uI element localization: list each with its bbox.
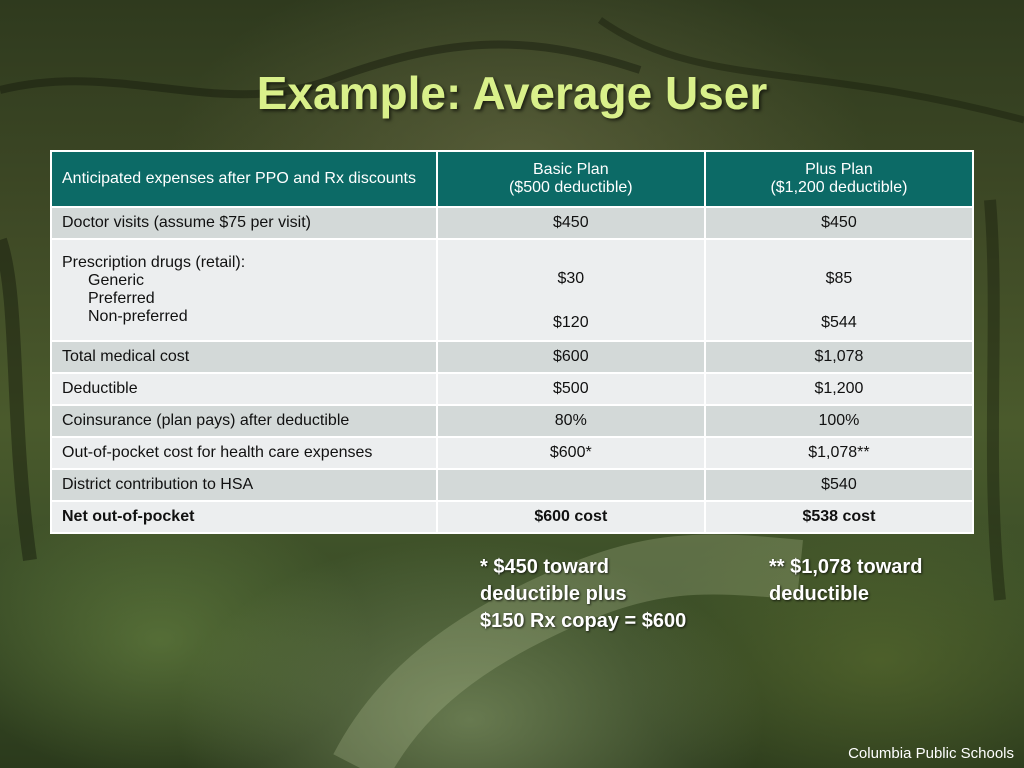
basic-value: 80% (435, 404, 706, 438)
rx-generic-label: Generic (88, 272, 145, 289)
table-row: District contribution to HSA $540 (50, 468, 975, 502)
basic-value: $500 (435, 372, 706, 406)
row-label: District contribution to HSA (50, 468, 438, 502)
basic-value: $600 cost (435, 500, 706, 534)
row-label: Net out-of-pocket (50, 500, 438, 534)
row-label: Total medical cost (50, 340, 438, 374)
footnote-line: deductible plus (480, 583, 627, 605)
rx-plus-preferred (716, 290, 962, 312)
rx-plus-nonpreferred: $544 (821, 314, 857, 331)
plus-value: $1,200 (703, 372, 975, 406)
rx-basic-preferred (448, 290, 694, 312)
row-label: Doctor visits (assume $75 per visit) (50, 206, 438, 240)
basic-value: $30 $120 (435, 238, 706, 342)
rx-nonpreferred-label: Non-preferred (88, 308, 188, 325)
header-basic-plan: Basic Plan ($500 deductible) (435, 150, 706, 208)
rx-plus-generic: $85 (825, 270, 853, 287)
slide-title: Example: Average User (256, 67, 768, 119)
rx-preferred-label: Preferred (88, 290, 155, 307)
table-row-prescriptions: Prescription drugs (retail): Generic Pre… (50, 238, 975, 342)
footnote-line: deductible (769, 583, 870, 605)
table-row: Out-of-pocket cost for health care expen… (50, 436, 975, 470)
plus-value: $1,078** (703, 436, 975, 470)
rx-plus-blank (716, 246, 962, 268)
plus-value: $540 (703, 468, 975, 502)
plus-value: $1,078 (703, 340, 975, 374)
plus-value: 100% (703, 404, 975, 438)
table-row-total: Net out-of-pocket $600 cost $538 cost (50, 500, 975, 534)
basic-value (435, 468, 706, 502)
table-row: Doctor visits (assume $75 per visit) $45… (50, 206, 975, 240)
footnote-line: $150 Rx copay = $600 (480, 610, 687, 632)
row-label: Deductible (50, 372, 438, 406)
basic-value: $600 (435, 340, 706, 374)
header-expenses: Anticipated expenses after PPO and Rx di… (50, 150, 438, 208)
basic-value: $600* (435, 436, 706, 470)
rx-basic-blank (448, 246, 694, 268)
rx-basic-nonpreferred: $120 (553, 314, 589, 331)
plus-plan-footnote: ** $1,078 toward deductible (769, 554, 969, 608)
row-label: Prescription drugs (retail): Generic Pre… (50, 238, 438, 342)
table-header-row: Anticipated expenses after PPO and Rx di… (50, 150, 975, 208)
header-plus-plan-deductible: ($1,200 deductible) (770, 179, 908, 196)
table-row: Deductible $500 $1,200 (50, 372, 975, 406)
header-basic-plan-deductible: ($500 deductible) (508, 179, 633, 196)
header-basic-plan-name: Basic Plan (533, 161, 609, 178)
prescription-label: Prescription drugs (retail): (62, 254, 246, 271)
table-row: Total medical cost $600 $1,078 (50, 340, 975, 374)
cost-comparison-table: Anticipated expenses after PPO and Rx di… (50, 150, 975, 534)
rx-basic-generic: $30 (557, 270, 585, 287)
basic-value: $450 (435, 206, 706, 240)
table-row: Coinsurance (plan pays) after deductible… (50, 404, 975, 438)
plus-value: $450 (703, 206, 975, 240)
basic-plan-footnote: * $450 toward deductible plus $150 Rx co… (480, 554, 740, 635)
plus-value: $538 cost (703, 500, 975, 534)
header-plus-plan: Plus Plan ($1,200 deductible) (703, 150, 975, 208)
footer-organization: Columbia Public Schools (848, 745, 1014, 762)
plus-value: $85 $544 (703, 238, 975, 342)
header-plus-plan-name: Plus Plan (805, 161, 873, 178)
row-label: Coinsurance (plan pays) after deductible (50, 404, 438, 438)
footnote-line: ** $1,078 toward (769, 556, 923, 578)
footnote-line: * $450 toward (480, 556, 609, 578)
row-label: Out-of-pocket cost for health care expen… (50, 436, 438, 470)
